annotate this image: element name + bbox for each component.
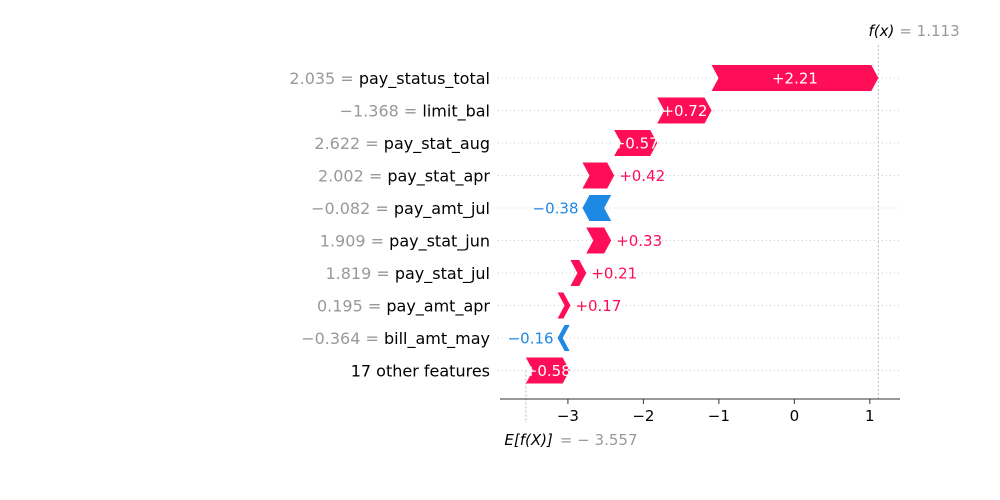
base-value-text: = − 3.557 [560,431,638,449]
bar-17-other-features [525,357,570,384]
bar-bill_amt_may [557,325,570,351]
fx-value: = 1.113 [899,22,959,40]
feature-value: −1.368 = [340,102,423,121]
feature-value: 2.002 = [318,167,387,186]
feature-labels: 2.035 = pay_status_total −1.368 = limit_b… [289,69,490,381]
contribution-label: +0.57 [613,135,659,153]
feature-label: 0.195 = pay_amt_apr [317,297,490,317]
contribution-label: +0.58 [525,362,571,380]
x-tick-label: 1 [865,407,875,425]
feature-value: 2.622 = [314,134,383,153]
feature-value: 1.909 = [320,232,389,251]
feature-value: −0.082 = [311,199,394,218]
contribution-label: +0.42 [619,167,665,185]
x-tick-label: 0 [790,407,800,425]
x-tick-label: −1 [708,407,730,425]
x-tick-label: −2 [632,407,654,425]
contribution-label: +2.21 [772,70,818,88]
base-value-label: E[f(X)] [504,431,553,449]
fx-label: f(x) [868,22,894,40]
bar-pay_stat_jun [586,227,612,254]
feature-name: pay_amt_jul [394,199,490,219]
contribution-label: −0.16 [508,330,554,348]
bar-pay_stat_apr [582,162,615,189]
contribution-label: +0.17 [575,297,621,315]
contribution-label: −0.38 [533,200,579,218]
contribution-label: +0.33 [616,232,662,250]
feature-name: 17 other features [351,362,490,381]
feature-label: 2.035 = pay_status_total [289,69,490,89]
feature-label: −0.082 = pay_amt_jul [311,199,490,219]
x-axis: −3 −2 −1 0 1 [500,398,900,425]
bar-pay_stat_aug [614,130,658,156]
feature-label: 17 other features [351,362,490,381]
feature-label: −0.364 = bill_amt_may [301,329,490,349]
feature-value: −0.364 = [301,329,384,348]
feature-name: pay_amt_apr [386,297,490,317]
feature-label: 1.909 = pay_stat_jun [320,232,490,252]
feature-label: −1.368 = limit_bal [340,102,490,122]
bar-pay_amt_jul [582,195,612,221]
bar-pay_stat_jul [570,260,587,286]
feature-label: 2.622 = pay_stat_aug [314,134,490,154]
bar-pay_status_total [711,65,879,91]
feature-value: 0.195 = [317,297,386,316]
bar-limit_bal [657,97,712,124]
feature-value: 2.035 = [289,69,358,88]
bars-layer: +2.21 +0.72+0.57 +0.42 −0.38 +0.33 +0.21 +0.17… [508,65,879,384]
x-tick-label: −3 [557,407,579,425]
feature-label: 1.819 = pay_stat_jul [325,264,490,284]
feature-name: pay_status_total [359,69,490,89]
reference-lines [525,45,879,423]
bar-pay_amt_apr [557,292,571,319]
feature-name: bill_amt_may [384,329,490,349]
feature-name: pay_stat_apr [387,167,490,187]
contribution-label: +0.21 [591,265,637,283]
feature-value: 1.819 = [325,264,394,283]
feature-name: pay_stat_aug [384,134,490,154]
feature-label: 2.002 = pay_stat_apr [318,167,490,187]
feature-name: pay_stat_jul [395,264,490,284]
contribution-label: +0.72 [661,102,707,120]
feature-name: limit_bal [422,102,490,122]
feature-name: pay_stat_jun [389,232,490,252]
